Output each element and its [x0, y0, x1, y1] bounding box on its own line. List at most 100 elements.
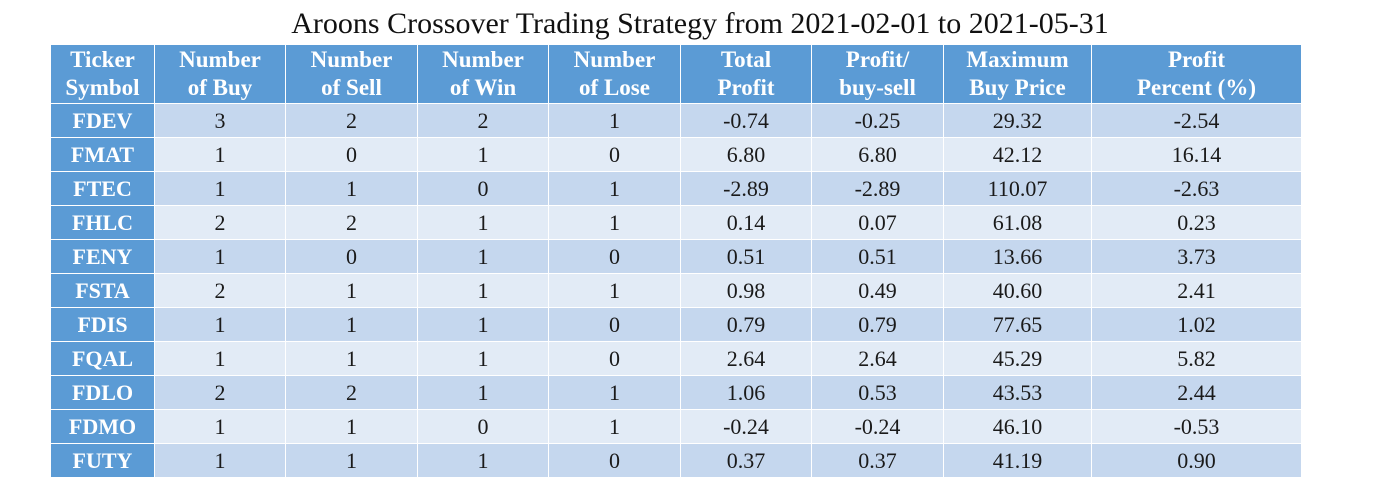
number-of-sell-cell: 2 [285, 103, 418, 138]
total-profit-cell: 0.51 [680, 239, 812, 274]
table-row: FDEV 3 2 2 1 -0.74 -0.25 29.32 -2.54 [50, 103, 1302, 138]
column-header-number-of-sell: Number of Sell [285, 44, 418, 104]
total-profit-cell: 0.98 [680, 273, 812, 308]
profit-percent-cell: 1.02 [1091, 307, 1302, 342]
number-of-buy-cell: 3 [154, 103, 286, 138]
ticker-cell: FQAL [50, 341, 155, 376]
profit-percent-cell: 5.82 [1091, 341, 1302, 376]
column-header-profit-buy-sell: Profit/buy-sell [811, 44, 944, 104]
profit-per-buy-sell-cell: 0.49 [811, 273, 944, 308]
total-profit-cell: 0.14 [680, 205, 812, 240]
number-of-win-cell: 0 [417, 171, 549, 206]
table-row: FDLO 2 2 1 1 1.06 0.53 43.53 2.44 [50, 375, 1302, 410]
number-of-buy-cell: 1 [154, 137, 286, 172]
number-of-buy-cell: 2 [154, 273, 286, 308]
number-of-sell-cell: 1 [285, 273, 418, 308]
profit-percent-cell: 0.23 [1091, 205, 1302, 240]
maximum-buy-price-cell: 42.12 [943, 137, 1092, 172]
table-header-row: Ticker Symbol Number of Buy Number of Sell … [50, 44, 1302, 104]
profit-per-buy-sell-cell: -2.89 [811, 171, 944, 206]
number-of-sell-cell: 1 [285, 171, 418, 206]
profit-per-buy-sell-cell: 0.53 [811, 375, 944, 410]
profit-percent-cell: 0.90 [1091, 443, 1302, 478]
ticker-cell: FDIS [50, 307, 155, 342]
profit-percent-cell: -2.54 [1091, 103, 1302, 138]
table-row: FUTY 1 1 1 0 0.37 0.37 41.19 0.90 [50, 443, 1302, 478]
total-profit-cell: -0.24 [680, 409, 812, 444]
number-of-lose-cell: 1 [548, 409, 681, 444]
number-of-buy-cell: 1 [154, 443, 286, 478]
ticker-cell: FSTA [50, 273, 155, 308]
column-header-total-profit: Total Profit [680, 44, 812, 104]
table-row: FMAT 1 0 1 0 6.80 6.80 42.12 16.14 [50, 137, 1302, 172]
column-header-profit-percent: Profit Percent (%) [1091, 44, 1302, 104]
number-of-buy-cell: 1 [154, 307, 286, 342]
table-row: FDIS 1 1 1 0 0.79 0.79 77.65 1.02 [50, 307, 1302, 342]
profit-per-buy-sell-cell: 2.64 [811, 341, 944, 376]
number-of-lose-cell: 0 [548, 307, 681, 342]
number-of-win-cell: 1 [417, 443, 549, 478]
number-of-buy-cell: 1 [154, 341, 286, 376]
number-of-buy-cell: 1 [154, 239, 286, 274]
number-of-lose-cell: 0 [548, 443, 681, 478]
number-of-win-cell: 1 [417, 375, 549, 410]
number-of-win-cell: 1 [417, 205, 549, 240]
number-of-win-cell: 1 [417, 273, 549, 308]
ticker-cell: FUTY [50, 443, 155, 478]
number-of-sell-cell: 1 [285, 443, 418, 478]
number-of-win-cell: 0 [417, 409, 549, 444]
ticker-cell: FDMO [50, 409, 155, 444]
profit-per-buy-sell-cell: 0.07 [811, 205, 944, 240]
ticker-cell: FMAT [50, 137, 155, 172]
page-title: Aroons Crossover Trading Strategy from 2… [291, 7, 1109, 40]
maximum-buy-price-cell: 46.10 [943, 409, 1092, 444]
profit-per-buy-sell-cell: -0.25 [811, 103, 944, 138]
number-of-buy-cell: 1 [154, 171, 286, 206]
number-of-sell-cell: 1 [285, 307, 418, 342]
number-of-win-cell: 1 [417, 307, 549, 342]
number-of-sell-cell: 2 [285, 375, 418, 410]
number-of-lose-cell: 0 [548, 239, 681, 274]
number-of-buy-cell: 2 [154, 375, 286, 410]
profit-per-buy-sell-cell: -0.24 [811, 409, 944, 444]
profit-per-buy-sell-cell: 6.80 [811, 137, 944, 172]
number-of-sell-cell: 0 [285, 137, 418, 172]
number-of-win-cell: 1 [417, 137, 549, 172]
table-row: FHLC 2 2 1 1 0.14 0.07 61.08 0.23 [50, 205, 1302, 240]
column-header-number-of-lose: Number of Lose [548, 44, 681, 104]
ticker-cell: FHLC [50, 205, 155, 240]
total-profit-cell: 1.06 [680, 375, 812, 410]
maximum-buy-price-cell: 13.66 [943, 239, 1092, 274]
number-of-sell-cell: 1 [285, 409, 418, 444]
number-of-lose-cell: 1 [548, 171, 681, 206]
number-of-lose-cell: 1 [548, 205, 681, 240]
profit-percent-cell: -2.63 [1091, 171, 1302, 206]
total-profit-cell: -2.89 [680, 171, 812, 206]
number-of-sell-cell: 0 [285, 239, 418, 274]
ticker-cell: FDLO [50, 375, 155, 410]
column-header-maximum-buy-price: Maximum Buy Price [943, 44, 1092, 104]
profit-per-buy-sell-cell: 0.51 [811, 239, 944, 274]
ticker-cell: FDEV [50, 103, 155, 138]
ticker-cell: FENY [50, 239, 155, 274]
profit-percent-cell: 2.44 [1091, 375, 1302, 410]
maximum-buy-price-cell: 45.29 [943, 341, 1092, 376]
number-of-lose-cell: 0 [548, 341, 681, 376]
table-row: FQAL 1 1 1 0 2.64 2.64 45.29 5.82 [50, 341, 1302, 376]
total-profit-cell: -0.74 [680, 103, 812, 138]
profit-percent-cell: 2.41 [1091, 273, 1302, 308]
number-of-win-cell: 1 [417, 239, 549, 274]
maximum-buy-price-cell: 40.60 [943, 273, 1092, 308]
profit-percent-cell: -0.53 [1091, 409, 1302, 444]
table-row: FDMO 1 1 0 1 -0.24 -0.24 46.10 -0.53 [50, 409, 1302, 444]
profit-per-buy-sell-cell: 0.79 [811, 307, 944, 342]
profit-percent-cell: 16.14 [1091, 137, 1302, 172]
table-row: FTEC 1 1 0 1 -2.89 -2.89 110.07 -2.63 [50, 171, 1302, 206]
maximum-buy-price-cell: 41.19 [943, 443, 1092, 478]
number-of-lose-cell: 1 [548, 273, 681, 308]
profit-per-buy-sell-cell: 0.37 [811, 443, 944, 478]
maximum-buy-price-cell: 29.32 [943, 103, 1092, 138]
total-profit-cell: 6.80 [680, 137, 812, 172]
profit-percent-cell: 3.73 [1091, 239, 1302, 274]
